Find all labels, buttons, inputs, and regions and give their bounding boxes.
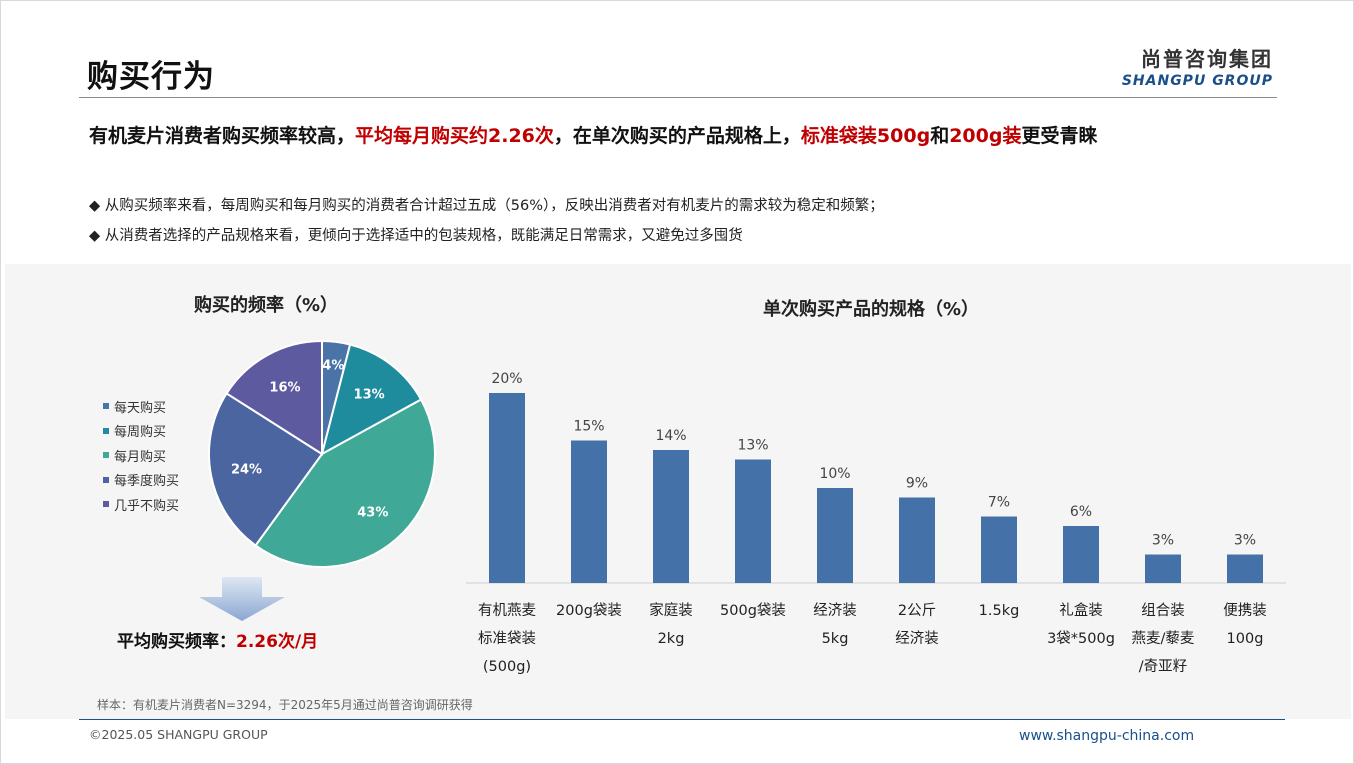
logo: 尚普咨询集团 SHANGPU GROUP	[1122, 43, 1273, 89]
bar-3	[653, 450, 689, 583]
bar-data-label: 3%	[1234, 533, 1256, 549]
website-link[interactable]: www.shangpu-china.com	[1019, 728, 1195, 744]
bar-category-label: 1.5kg	[979, 603, 1020, 619]
headline: 有机麦片消费者购买频率较高，平均每月购买约2.26次，在单次购买的产品规格上，标…	[89, 121, 1097, 148]
bar-data-label: 15%	[573, 419, 604, 435]
pie-slice-4	[208, 392, 324, 547]
average-frequency-value: 2.26次/月	[236, 632, 319, 652]
legend-label: 每周购买	[114, 425, 167, 441]
bar-data-label: 7%	[988, 495, 1010, 511]
bar-10	[1227, 554, 1263, 583]
bar-data-label: 3%	[1152, 533, 1174, 549]
pie-data-label: 13%	[354, 387, 385, 402]
bullet-item: ◆ 从消费者选择的产品规格来看，更倾向于选择适中的包装规格，既能满足日常需求，又…	[89, 228, 743, 244]
legend-label: 每天购买	[114, 400, 167, 416]
bar-data-label: 10%	[819, 466, 850, 482]
bullet-item: ◆ 从购买频率来看，每周购买和每月购买的消费者合计超过五成（56%），反映出消费…	[89, 198, 884, 214]
bar-category-label: 5kg	[822, 631, 849, 647]
bar-1	[489, 393, 525, 583]
average-frequency-label: 平均购买频率：	[117, 632, 236, 652]
bar-category-label: 家庭装	[649, 602, 693, 619]
bar-category-label: 2公斤	[898, 602, 936, 619]
headline-highlight-500g: 标准袋装500g	[800, 125, 931, 147]
pie-slice-5	[225, 339, 323, 456]
down-arrow-icon	[199, 577, 285, 621]
legend-swatch	[103, 403, 109, 410]
headline-part-7: 更受青睐	[1021, 125, 1098, 147]
bar-category-label: 经济装	[813, 602, 857, 619]
bar-9	[1145, 554, 1181, 583]
bar-category-label: 2kg	[658, 631, 685, 647]
legend-label: 每季度购买	[114, 474, 180, 490]
bar-category-label: 便携装	[1223, 602, 1267, 619]
bar-chart-title: 单次购买产品的规格（%）	[762, 299, 980, 320]
bar-8	[1063, 526, 1099, 583]
average-frequency: 平均购买频率：2.26次/月	[117, 627, 318, 652]
bar-category-label: 燕麦/藜麦	[1132, 630, 1195, 647]
pie-slice-3	[254, 398, 436, 568]
logo-en-text: SHANGPU GROUP	[1121, 73, 1273, 89]
legend-item: 几乎不购买	[103, 492, 179, 517]
bar-category-label: 组合装	[1141, 602, 1185, 619]
footer-divider	[79, 719, 1285, 720]
bar-category-label: (500g)	[483, 659, 531, 675]
legend-item: 每季度购买	[103, 468, 179, 493]
headline-part-3: ，在单次购买的产品规格上，	[553, 125, 801, 147]
bullet-list: ◆ 从购买频率来看，每周购买和每月购买的消费者合计超过五成（56%），反映出消费…	[89, 195, 884, 255]
legend-label: 几乎不购买	[114, 498, 180, 514]
bar-category-label: 3袋*500g	[1047, 630, 1115, 647]
bar-data-label: 9%	[906, 476, 928, 492]
page-title: 购买行为	[87, 59, 215, 95]
headline-highlight-200g: 200g装	[949, 125, 1022, 147]
copyright: ©2025.05 SHANGPU GROUP	[89, 727, 268, 742]
legend-item: 每周购买	[103, 419, 179, 444]
pie-data-label: 16%	[269, 381, 300, 396]
bar-category-label: 100g	[1227, 631, 1264, 647]
bar-7	[981, 516, 1017, 583]
legend-swatch	[103, 452, 109, 459]
pie-data-label: 24%	[231, 462, 262, 477]
bar-category-label: 礼盒装	[1059, 602, 1103, 619]
legend-item: 每月购买	[103, 443, 179, 468]
bar-data-label: 20%	[491, 371, 522, 387]
headline-part-5: 和	[930, 125, 950, 147]
pie-chart: 4% 13% 43% 24% 16%	[208, 339, 436, 568]
title-divider	[79, 97, 1277, 98]
legend-swatch	[103, 476, 109, 483]
pie-legend: 每天购买每周购买每月购买每季度购买几乎不购买	[103, 394, 179, 517]
headline-part-1: 有机麦片消费者购买频率较高，	[89, 125, 356, 147]
legend-swatch	[103, 427, 109, 434]
pie-data-label: 43%	[357, 506, 388, 521]
bar-category-label: 500g袋装	[720, 602, 786, 619]
bar-data-label: 6%	[1070, 504, 1092, 520]
legend-item: 每天购买	[103, 394, 179, 419]
bar-category-label: 标准袋装	[478, 630, 536, 647]
bar-5	[817, 488, 853, 583]
pie-data-label: 4%	[322, 358, 344, 373]
bar-6	[899, 497, 935, 583]
bar-2	[571, 440, 607, 583]
bar-category-label: /奇亚籽	[1139, 658, 1187, 675]
legend-swatch	[103, 501, 109, 508]
headline-highlight-avg: 平均每月购买约2.26次	[355, 125, 554, 147]
bar-4	[735, 459, 771, 583]
pie-chart-title: 购买的频率（%）	[193, 295, 339, 316]
sample-note: 样本：有机麦片消费者N=3294，于2025年5月通过尚普咨询调研获得	[97, 698, 473, 712]
bar-category-label: 200g袋装	[556, 602, 622, 619]
bar-category-label: 经济装	[895, 630, 939, 647]
logo-cn-text: 尚普咨询集团	[1141, 47, 1273, 71]
pie-slice-2	[320, 343, 423, 456]
bar-category-label: 有机燕麦	[478, 602, 536, 619]
legend-label: 每月购买	[114, 449, 167, 465]
bar-data-label: 14%	[655, 428, 686, 444]
bar-data-label: 13%	[737, 438, 768, 454]
